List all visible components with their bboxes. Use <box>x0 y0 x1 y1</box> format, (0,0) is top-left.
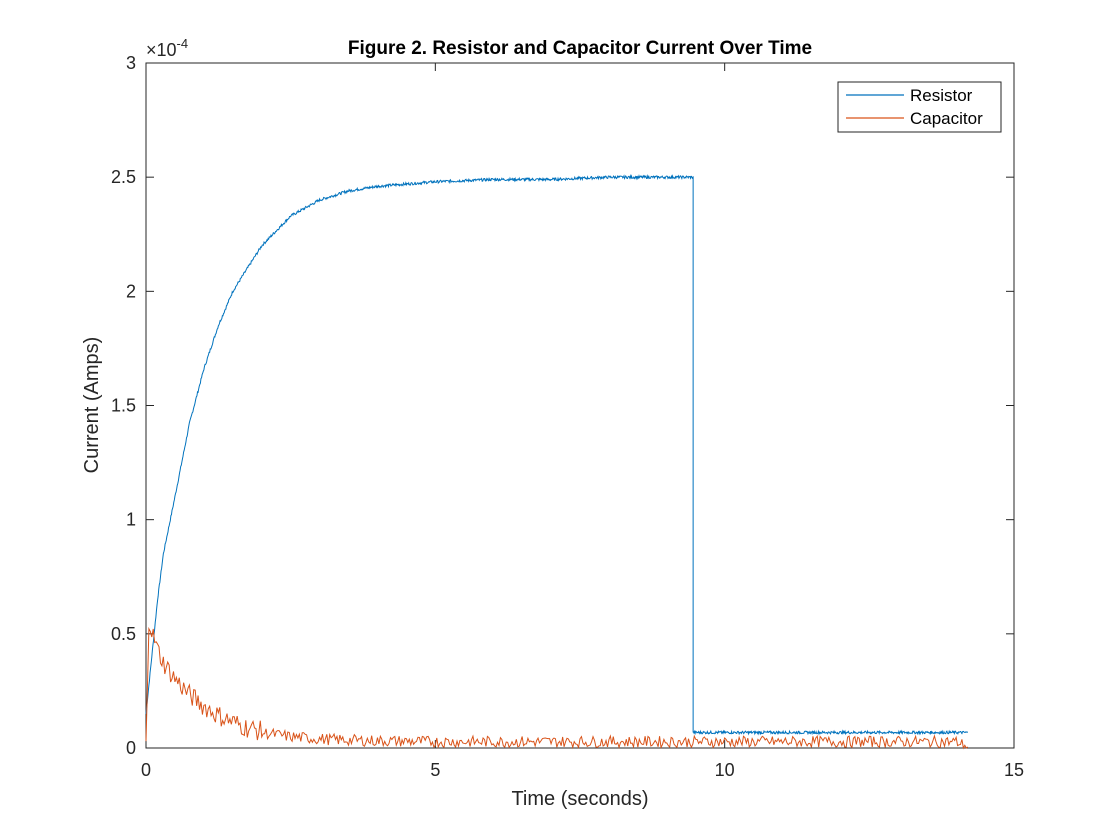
y-tick-label: 1.5 <box>111 396 136 416</box>
x-axis: 0 5 10 15 <box>141 63 1024 780</box>
legend: Resistor Capacitor <box>837 81 1002 133</box>
plot-area <box>145 62 1015 749</box>
series-line-resistor <box>145 174 969 736</box>
y-tick-label: 0.5 <box>111 624 136 644</box>
legend-label-capacitor: Capacitor <box>910 109 983 128</box>
series-line-capacitor <box>145 626 969 750</box>
y-tick-label: 3 <box>126 53 136 73</box>
y-tick-label: 2.5 <box>111 167 136 187</box>
y-tick-label: 2 <box>126 281 136 301</box>
x-tick-label: 0 <box>141 760 151 780</box>
y-exponent-label: ×10-4 <box>146 36 188 60</box>
y-axis-label: Current (Amps) <box>81 337 103 474</box>
x-tick-label: 10 <box>715 760 735 780</box>
y-tick-label: 1 <box>126 510 136 530</box>
y-tick-label: 0 <box>126 738 136 758</box>
series-layer <box>145 174 969 750</box>
x-tick-label: 15 <box>1004 760 1024 780</box>
chart-title: Figure 2. Resistor and Capacitor Current… <box>348 38 812 59</box>
legend-label-resistor: Resistor <box>910 86 973 105</box>
x-axis-label: Time (seconds) <box>511 788 648 810</box>
legend-box <box>837 81 1002 133</box>
y-exponent-power: -4 <box>177 36 189 51</box>
x-tick-label: 5 <box>430 760 440 780</box>
y-axis: 0 0.5 1 1.5 2 2.5 3 <box>111 53 1014 758</box>
y-exponent-base: ×10 <box>146 40 177 60</box>
